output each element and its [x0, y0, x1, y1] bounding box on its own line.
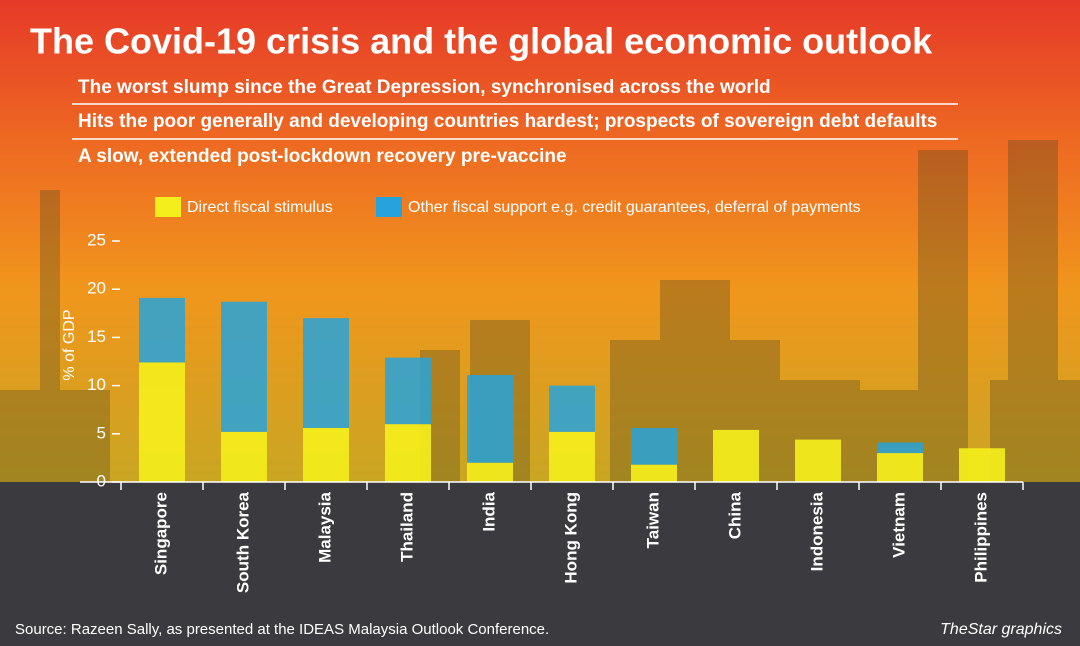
chart-title: The Covid-19 crisis and the global econo… [30, 21, 933, 62]
y-tick-label: 25 [87, 230, 106, 249]
bar-segment [385, 424, 431, 482]
x-tick-label: Indonesia [807, 491, 826, 571]
footer-band [0, 482, 1080, 646]
subtitle: The worst slump since the Great Depressi… [78, 77, 771, 98]
bar-segment [549, 431, 595, 482]
x-tick-label: Philippines [971, 492, 990, 583]
x-tick-label: Vietnam [889, 492, 908, 558]
y-tick-label: 10 [87, 375, 106, 394]
bar-segment [631, 428, 677, 465]
y-tick-label: 0 [97, 471, 106, 490]
bar-segment [467, 374, 513, 463]
bar-segment [303, 428, 349, 482]
bar-segment [877, 442, 923, 454]
y-tick-label: 20 [87, 279, 106, 298]
credit: TheStar graphics [940, 621, 1062, 638]
legend-swatch [155, 197, 181, 217]
x-tick-label: China [725, 491, 744, 539]
x-tick-label: Singapore [151, 492, 170, 575]
bar-segment [795, 439, 841, 482]
bar-segment [631, 464, 677, 482]
y-tick-label: 15 [87, 327, 106, 346]
bar-segment [467, 462, 513, 482]
x-tick-label: Thailand [397, 492, 416, 562]
bar-segment [139, 362, 185, 482]
y-tick-label: 5 [97, 423, 106, 442]
bar-segment [877, 453, 923, 482]
x-tick-label: Malaysia [315, 491, 334, 562]
bar-segment [959, 448, 1005, 482]
source: Source: Razeen Sally, as presented at th… [15, 621, 549, 638]
bar-segment [549, 385, 595, 432]
bar-segment [221, 301, 267, 432]
bar-segment [221, 431, 267, 482]
x-tick-label: India [479, 491, 498, 531]
legend-label: Other fiscal support e.g. credit guarant… [408, 199, 861, 216]
bar-segment [139, 297, 185, 363]
legend-swatch [376, 197, 402, 217]
bar-segment [303, 318, 349, 429]
legend-label: Direct fiscal stimulus [187, 199, 333, 216]
x-tick-label: South Korea [233, 491, 252, 593]
x-tick-label: Hong Kong [561, 492, 580, 584]
bar-segment [713, 429, 759, 482]
y-axis-label: % of GDP [61, 309, 78, 380]
bar-segment [385, 357, 431, 425]
subtitle: Hits the poor generally and developing c… [78, 111, 937, 132]
x-tick-label: Taiwan [643, 492, 662, 548]
subtitle: A slow, extended post-lockdown recovery … [78, 146, 567, 167]
